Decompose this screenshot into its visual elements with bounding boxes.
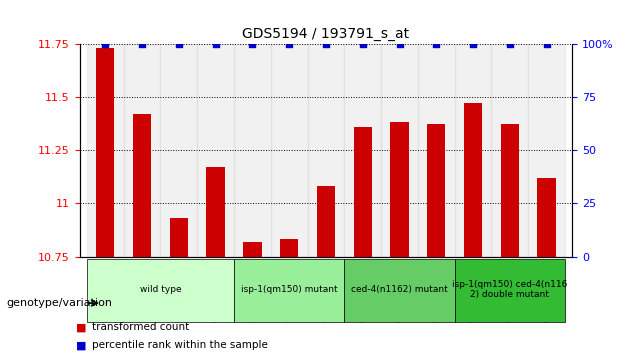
FancyBboxPatch shape	[344, 258, 455, 322]
Bar	[87, 44, 123, 257]
Text: isp-1(qm150) mutant: isp-1(qm150) mutant	[241, 285, 338, 294]
Text: percentile rank within the sample: percentile rank within the sample	[92, 340, 268, 351]
Point	[542, 41, 552, 46]
FancyBboxPatch shape	[455, 258, 565, 322]
FancyBboxPatch shape	[87, 258, 234, 322]
Bar	[501, 125, 519, 257]
Point	[357, 41, 368, 46]
Text: isp-1(qm150) ced-4(n116
2) double mutant: isp-1(qm150) ced-4(n116 2) double mutant	[452, 280, 567, 299]
Bar	[464, 103, 482, 257]
Bar	[271, 44, 308, 257]
Bar	[96, 48, 114, 257]
Point	[174, 41, 184, 46]
Bar	[123, 44, 160, 257]
Bar	[344, 44, 381, 257]
Text: ■: ■	[76, 340, 87, 351]
Point	[394, 41, 404, 46]
Bar	[170, 218, 188, 257]
Text: genotype/variation: genotype/variation	[6, 298, 113, 308]
FancyBboxPatch shape	[234, 258, 344, 322]
Bar	[197, 44, 234, 257]
Bar	[234, 44, 271, 257]
Bar	[317, 186, 335, 257]
Bar	[133, 114, 151, 257]
Bar	[492, 44, 529, 257]
Point	[100, 41, 110, 46]
Bar	[537, 178, 556, 257]
Bar	[418, 44, 455, 257]
Bar	[160, 44, 197, 257]
Point	[431, 41, 441, 46]
Bar	[308, 44, 344, 257]
Bar	[391, 122, 409, 257]
Text: ■: ■	[76, 322, 87, 333]
Bar	[529, 44, 565, 257]
Point	[284, 41, 294, 46]
Point	[137, 41, 147, 46]
Bar	[455, 44, 492, 257]
Point	[505, 41, 515, 46]
Point	[211, 41, 221, 46]
Bar	[207, 167, 225, 257]
Bar	[427, 125, 445, 257]
Point	[247, 41, 258, 46]
Bar	[243, 242, 261, 257]
Text: wild type: wild type	[140, 285, 181, 294]
Text: ced-4(n1162) mutant: ced-4(n1162) mutant	[351, 285, 448, 294]
Bar	[381, 44, 418, 257]
Bar	[354, 127, 372, 257]
Point	[321, 41, 331, 46]
Title: GDS5194 / 193791_s_at: GDS5194 / 193791_s_at	[242, 27, 410, 41]
Point	[468, 41, 478, 46]
Text: transformed count: transformed count	[92, 322, 190, 333]
Bar	[280, 240, 298, 257]
